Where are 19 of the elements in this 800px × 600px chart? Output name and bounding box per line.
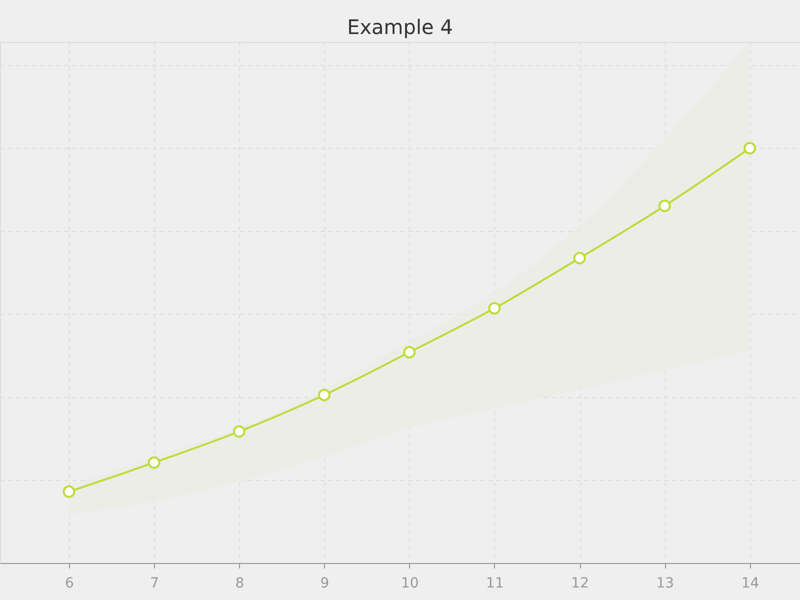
x-tick-label: 8 <box>235 576 244 592</box>
point <box>744 142 756 154</box>
point <box>403 346 416 359</box>
x-tick-label: 14 <box>741 576 760 592</box>
point <box>62 485 76 498</box>
x-tick-label: 10 <box>400 576 419 592</box>
point <box>488 302 501 315</box>
point <box>232 425 246 438</box>
x-tick-label: 9 <box>320 576 330 592</box>
x-tick-label: 13 <box>656 576 674 592</box>
point <box>658 200 671 212</box>
point <box>318 388 330 402</box>
x-tick-label: 7 <box>150 576 160 592</box>
point <box>573 252 586 264</box>
chart-title: Example 4 <box>347 15 453 39</box>
point <box>148 456 160 469</box>
x-tick-label: 6 <box>64 576 74 592</box>
x-tick-label: 12 <box>571 576 589 592</box>
x-tick-label: 11 <box>486 576 504 592</box>
